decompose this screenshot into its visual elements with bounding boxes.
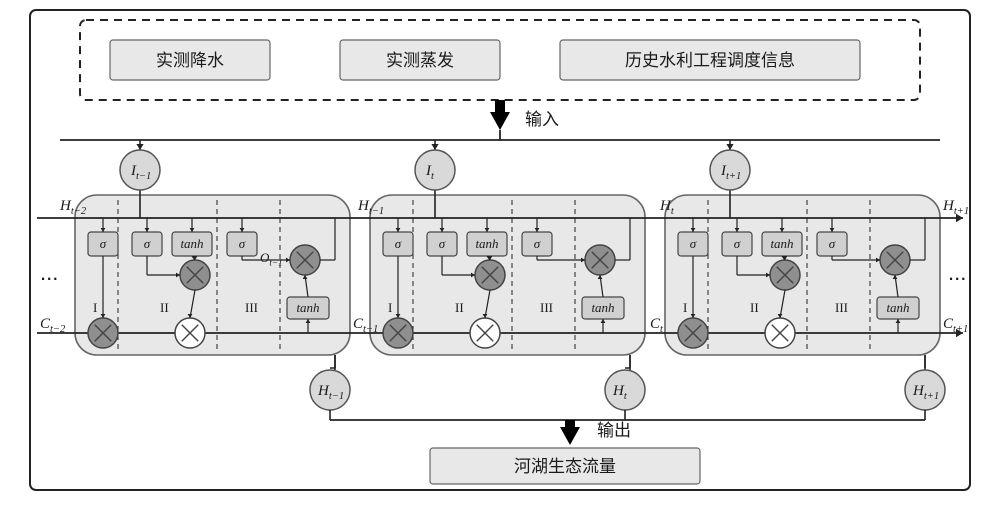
svg-text:III: III [540, 300, 553, 315]
output-label: 输出 [597, 421, 631, 440]
c-label-0: Ct−2 [40, 316, 66, 335]
output-box-label: 河湖生态流量 [514, 457, 616, 476]
svg-text:III: III [245, 300, 258, 315]
c-label-2: Ct [650, 316, 664, 335]
svg-text:I: I [388, 300, 392, 315]
svg-text:σ: σ [439, 236, 446, 251]
svg-text:I: I [93, 300, 97, 315]
svg-text:σ: σ [734, 236, 741, 251]
right-ellipsis: ... [948, 260, 966, 285]
input-box-label-0: 实测降水 [156, 51, 224, 70]
svg-text:σ: σ [100, 236, 107, 251]
svg-text:II: II [455, 300, 464, 315]
i-circle-1 [415, 150, 455, 190]
h-label-3: Ht+1 [942, 198, 969, 217]
svg-text:II: II [750, 300, 759, 315]
svg-text:σ: σ [690, 236, 697, 251]
svg-text:σ: σ [534, 236, 541, 251]
svg-text:σ: σ [395, 236, 402, 251]
svg-text:tanh: tanh [886, 300, 909, 315]
input-box-label-1: 实测蒸发 [386, 51, 454, 70]
svg-text:σ: σ [144, 236, 151, 251]
svg-text:σ: σ [239, 236, 246, 251]
c-label-3: Ct+1 [943, 316, 968, 335]
input-box-label-2: 历史水利工程调度信息 [625, 51, 795, 70]
lstm-diagram: 实测降水实测蒸发历史水利工程调度信息输入......Ht−2Ht−1HtHt+1… [0, 0, 1000, 508]
svg-text:I: I [683, 300, 687, 315]
svg-text:III: III [835, 300, 848, 315]
svg-text:tanh: tanh [475, 236, 498, 251]
svg-text:σ: σ [829, 236, 836, 251]
svg-text:II: II [160, 300, 169, 315]
left-ellipsis: ... [40, 260, 58, 285]
svg-text:tanh: tanh [770, 236, 793, 251]
input-label: 输入 [525, 110, 559, 129]
svg-text:tanh: tanh [296, 300, 319, 315]
svg-text:tanh: tanh [591, 300, 614, 315]
svg-text:tanh: tanh [180, 236, 203, 251]
